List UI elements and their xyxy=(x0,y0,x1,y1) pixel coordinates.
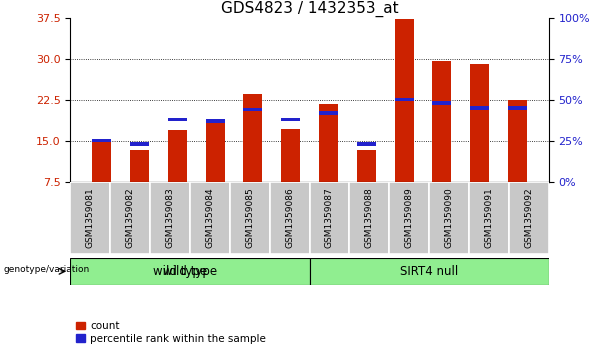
Bar xyxy=(429,182,469,254)
Bar xyxy=(508,106,527,110)
Bar xyxy=(270,182,310,254)
Bar xyxy=(168,118,187,121)
Bar xyxy=(281,129,300,182)
Bar xyxy=(150,182,190,254)
Bar xyxy=(319,111,338,115)
Text: GSM1359088: GSM1359088 xyxy=(365,187,374,248)
Bar xyxy=(205,119,224,123)
Bar xyxy=(349,182,389,254)
Text: GSM1359089: GSM1359089 xyxy=(405,187,414,248)
Bar xyxy=(357,150,376,182)
Bar xyxy=(70,258,310,285)
Bar xyxy=(395,98,414,101)
Text: GSM1359087: GSM1359087 xyxy=(325,187,334,248)
Bar xyxy=(509,182,549,254)
Bar xyxy=(92,140,111,182)
Text: wild type: wild type xyxy=(153,265,207,278)
Text: wild type: wild type xyxy=(163,265,217,278)
Text: GSM1359090: GSM1359090 xyxy=(444,187,454,248)
Title: GDS4823 / 1432353_at: GDS4823 / 1432353_at xyxy=(221,1,398,17)
Text: GSM1359084: GSM1359084 xyxy=(205,187,215,248)
Text: genotype/variation: genotype/variation xyxy=(4,265,89,274)
Bar xyxy=(230,182,270,254)
Bar xyxy=(389,182,429,254)
Text: SIRT4 null: SIRT4 null xyxy=(400,265,459,278)
Bar xyxy=(110,182,150,254)
Bar xyxy=(469,182,509,254)
Bar xyxy=(470,106,489,110)
Bar xyxy=(190,182,230,254)
Text: GSM1359083: GSM1359083 xyxy=(166,187,175,248)
Bar xyxy=(310,182,349,254)
Text: GSM1359092: GSM1359092 xyxy=(524,187,533,248)
Bar xyxy=(243,94,262,182)
Bar xyxy=(310,258,549,285)
Legend: count, percentile rank within the sample: count, percentile rank within the sample xyxy=(75,321,266,344)
Bar xyxy=(205,122,224,182)
Bar xyxy=(470,65,489,182)
Bar xyxy=(168,130,187,182)
Bar xyxy=(281,118,300,121)
Bar xyxy=(70,182,110,254)
Bar xyxy=(432,101,451,105)
Bar xyxy=(508,100,527,182)
Bar xyxy=(357,142,376,146)
Bar xyxy=(432,61,451,182)
Bar xyxy=(395,19,414,182)
Bar xyxy=(243,108,262,111)
Text: GSM1359082: GSM1359082 xyxy=(126,187,135,248)
Bar xyxy=(130,142,149,146)
Text: GSM1359086: GSM1359086 xyxy=(285,187,294,248)
Text: GSM1359081: GSM1359081 xyxy=(86,187,95,248)
Bar xyxy=(92,139,111,142)
Text: GSM1359085: GSM1359085 xyxy=(245,187,254,248)
Text: GSM1359091: GSM1359091 xyxy=(484,187,493,248)
Bar xyxy=(130,150,149,182)
Bar xyxy=(319,104,338,182)
